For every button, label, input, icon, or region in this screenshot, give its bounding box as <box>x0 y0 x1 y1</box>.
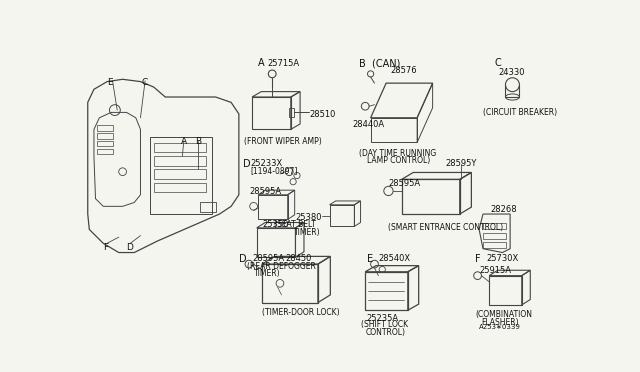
Bar <box>483 242 506 248</box>
Text: E: E <box>367 254 373 264</box>
Text: (COMBINATION: (COMBINATION <box>476 310 532 319</box>
Text: (SEAT BELT: (SEAT BELT <box>275 220 316 229</box>
Text: 25380: 25380 <box>295 212 322 221</box>
Text: FLASHER): FLASHER) <box>481 318 519 327</box>
Bar <box>154 143 206 153</box>
Text: (SMART ENTRANCE CONTROL): (SMART ENTRANCE CONTROL) <box>388 223 504 232</box>
Text: C: C <box>495 58 501 68</box>
Bar <box>97 141 113 146</box>
Text: F: F <box>476 254 481 264</box>
Text: 28595A: 28595A <box>388 179 420 188</box>
Text: F: F <box>103 243 108 252</box>
Bar <box>154 183 206 192</box>
Text: 25235A: 25235A <box>367 314 399 323</box>
Bar <box>483 223 506 230</box>
Text: 28450: 28450 <box>285 254 312 263</box>
Text: D: D <box>239 254 246 264</box>
Text: CONTROL): CONTROL) <box>365 328 405 337</box>
Text: A: A <box>259 58 265 68</box>
Text: 25350: 25350 <box>262 220 289 229</box>
Text: 28268: 28268 <box>491 205 517 214</box>
Bar <box>200 202 216 212</box>
Bar <box>97 148 113 154</box>
Text: E: E <box>107 78 113 87</box>
Text: LAMP CONTROL): LAMP CONTROL) <box>367 156 430 165</box>
Text: [1194-0897]: [1194-0897] <box>250 166 298 175</box>
Bar <box>97 125 113 131</box>
Text: D: D <box>127 243 133 252</box>
Text: C: C <box>142 78 148 87</box>
Text: 28440A: 28440A <box>353 120 385 129</box>
Text: (DAY TIME RUNNING: (DAY TIME RUNNING <box>359 148 436 158</box>
Text: (SHIFT LOCK: (SHIFT LOCK <box>360 320 408 329</box>
Text: 28576: 28576 <box>390 66 417 75</box>
Text: TIMER): TIMER) <box>294 228 320 237</box>
Text: (TIMER-DOOR LOCK): (TIMER-DOOR LOCK) <box>262 308 340 317</box>
Text: 28595A: 28595A <box>249 187 281 196</box>
Text: A253∗0339: A253∗0339 <box>479 324 521 330</box>
Text: A: A <box>180 137 187 146</box>
Text: 25915A: 25915A <box>479 266 511 275</box>
Text: 25730X: 25730X <box>487 254 519 263</box>
Text: 28595Y: 28595Y <box>446 158 477 168</box>
Bar <box>97 133 113 139</box>
Text: 25715A: 25715A <box>268 58 300 67</box>
Text: D: D <box>243 158 250 169</box>
Text: (FRONT WIPER AMP): (FRONT WIPER AMP) <box>244 137 322 146</box>
Text: (REAR DEFOGGER: (REAR DEFOGGER <box>246 262 316 271</box>
Bar <box>289 108 294 117</box>
Text: 25233X: 25233X <box>250 158 283 168</box>
Bar <box>483 232 506 239</box>
Text: 28595A: 28595A <box>252 254 284 263</box>
Bar <box>154 169 206 179</box>
Text: B  (CAN): B (CAN) <box>359 58 401 68</box>
Text: B: B <box>195 137 201 146</box>
Text: 28510: 28510 <box>309 110 336 119</box>
Text: (CIRCUIT BREAKER): (CIRCUIT BREAKER) <box>483 108 557 117</box>
Bar <box>150 137 212 214</box>
Text: 28540X: 28540X <box>378 254 410 263</box>
Text: 24330: 24330 <box>499 68 525 77</box>
Text: TIMER): TIMER) <box>254 269 281 279</box>
Bar <box>154 156 206 166</box>
